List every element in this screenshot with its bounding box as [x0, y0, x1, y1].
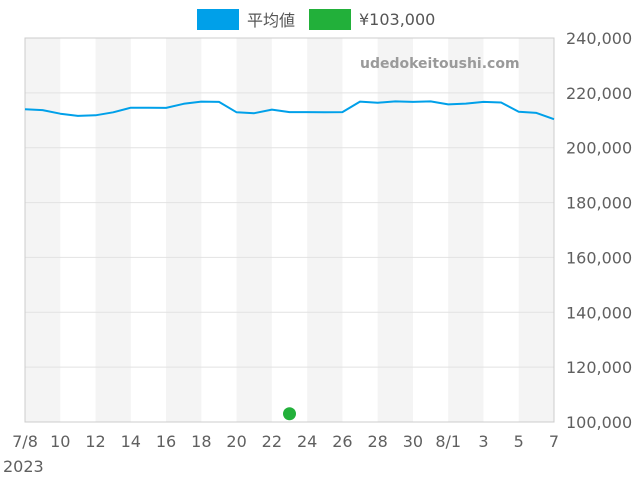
x-tick-label: 24 [297, 432, 317, 451]
legend-label-price: ¥103,000 [359, 9, 436, 29]
x-tick-label: 26 [332, 432, 352, 451]
x-tick-label: 16 [156, 432, 176, 451]
x-tick-label: 8/1 [435, 432, 461, 451]
background-band [95, 38, 131, 422]
plot-border [24, 37, 555, 423]
background-band [307, 38, 343, 422]
legend-item-average[interactable]: 平均値 [197, 7, 295, 31]
y-tick-label: 120,000 [566, 358, 632, 377]
background-band [377, 38, 413, 422]
background-band [25, 38, 61, 422]
x-tick-label: 14 [121, 432, 141, 451]
x-year-label: 2023 [3, 457, 44, 476]
watermark: udedokeitoushi.com [360, 56, 520, 72]
legend: 平均値 ¥103,000 [0, 7, 640, 31]
background-band [518, 38, 554, 422]
y-tick-label: 180,000 [566, 194, 632, 213]
legend-swatch-price [309, 8, 351, 30]
y-tick-label: 200,000 [566, 139, 632, 158]
background-band [166, 38, 202, 422]
x-tick-label: 12 [85, 432, 105, 451]
legend-label-average: 平均値 [247, 11, 296, 30]
y-tick-label: 240,000 [566, 29, 632, 48]
y-tick-label: 160,000 [566, 248, 632, 267]
y-tick-label: 100,000 [566, 413, 632, 432]
legend-item-price[interactable]: ¥103,000 [309, 7, 435, 31]
x-tick-label: 7 [549, 432, 559, 451]
y-tick-label: 140,000 [566, 303, 632, 322]
x-tick-label: 30 [403, 432, 423, 451]
x-tick-label: 22 [262, 432, 282, 451]
y-tick-label: 220,000 [566, 84, 632, 103]
average-line [24, 100, 555, 121]
x-tick-label: 3 [478, 432, 488, 451]
x-tick-label: 18 [191, 432, 211, 451]
x-tick-label: 20 [226, 432, 246, 451]
background-band [236, 38, 272, 422]
legend-swatch-average [197, 8, 239, 30]
x-tick-label: 28 [367, 432, 387, 451]
background-band [448, 38, 484, 422]
x-tick-label: 7/8 [12, 432, 38, 451]
x-tick-label: 10 [50, 432, 70, 451]
x-tick-label: 5 [514, 432, 524, 451]
price-point [283, 407, 296, 421]
